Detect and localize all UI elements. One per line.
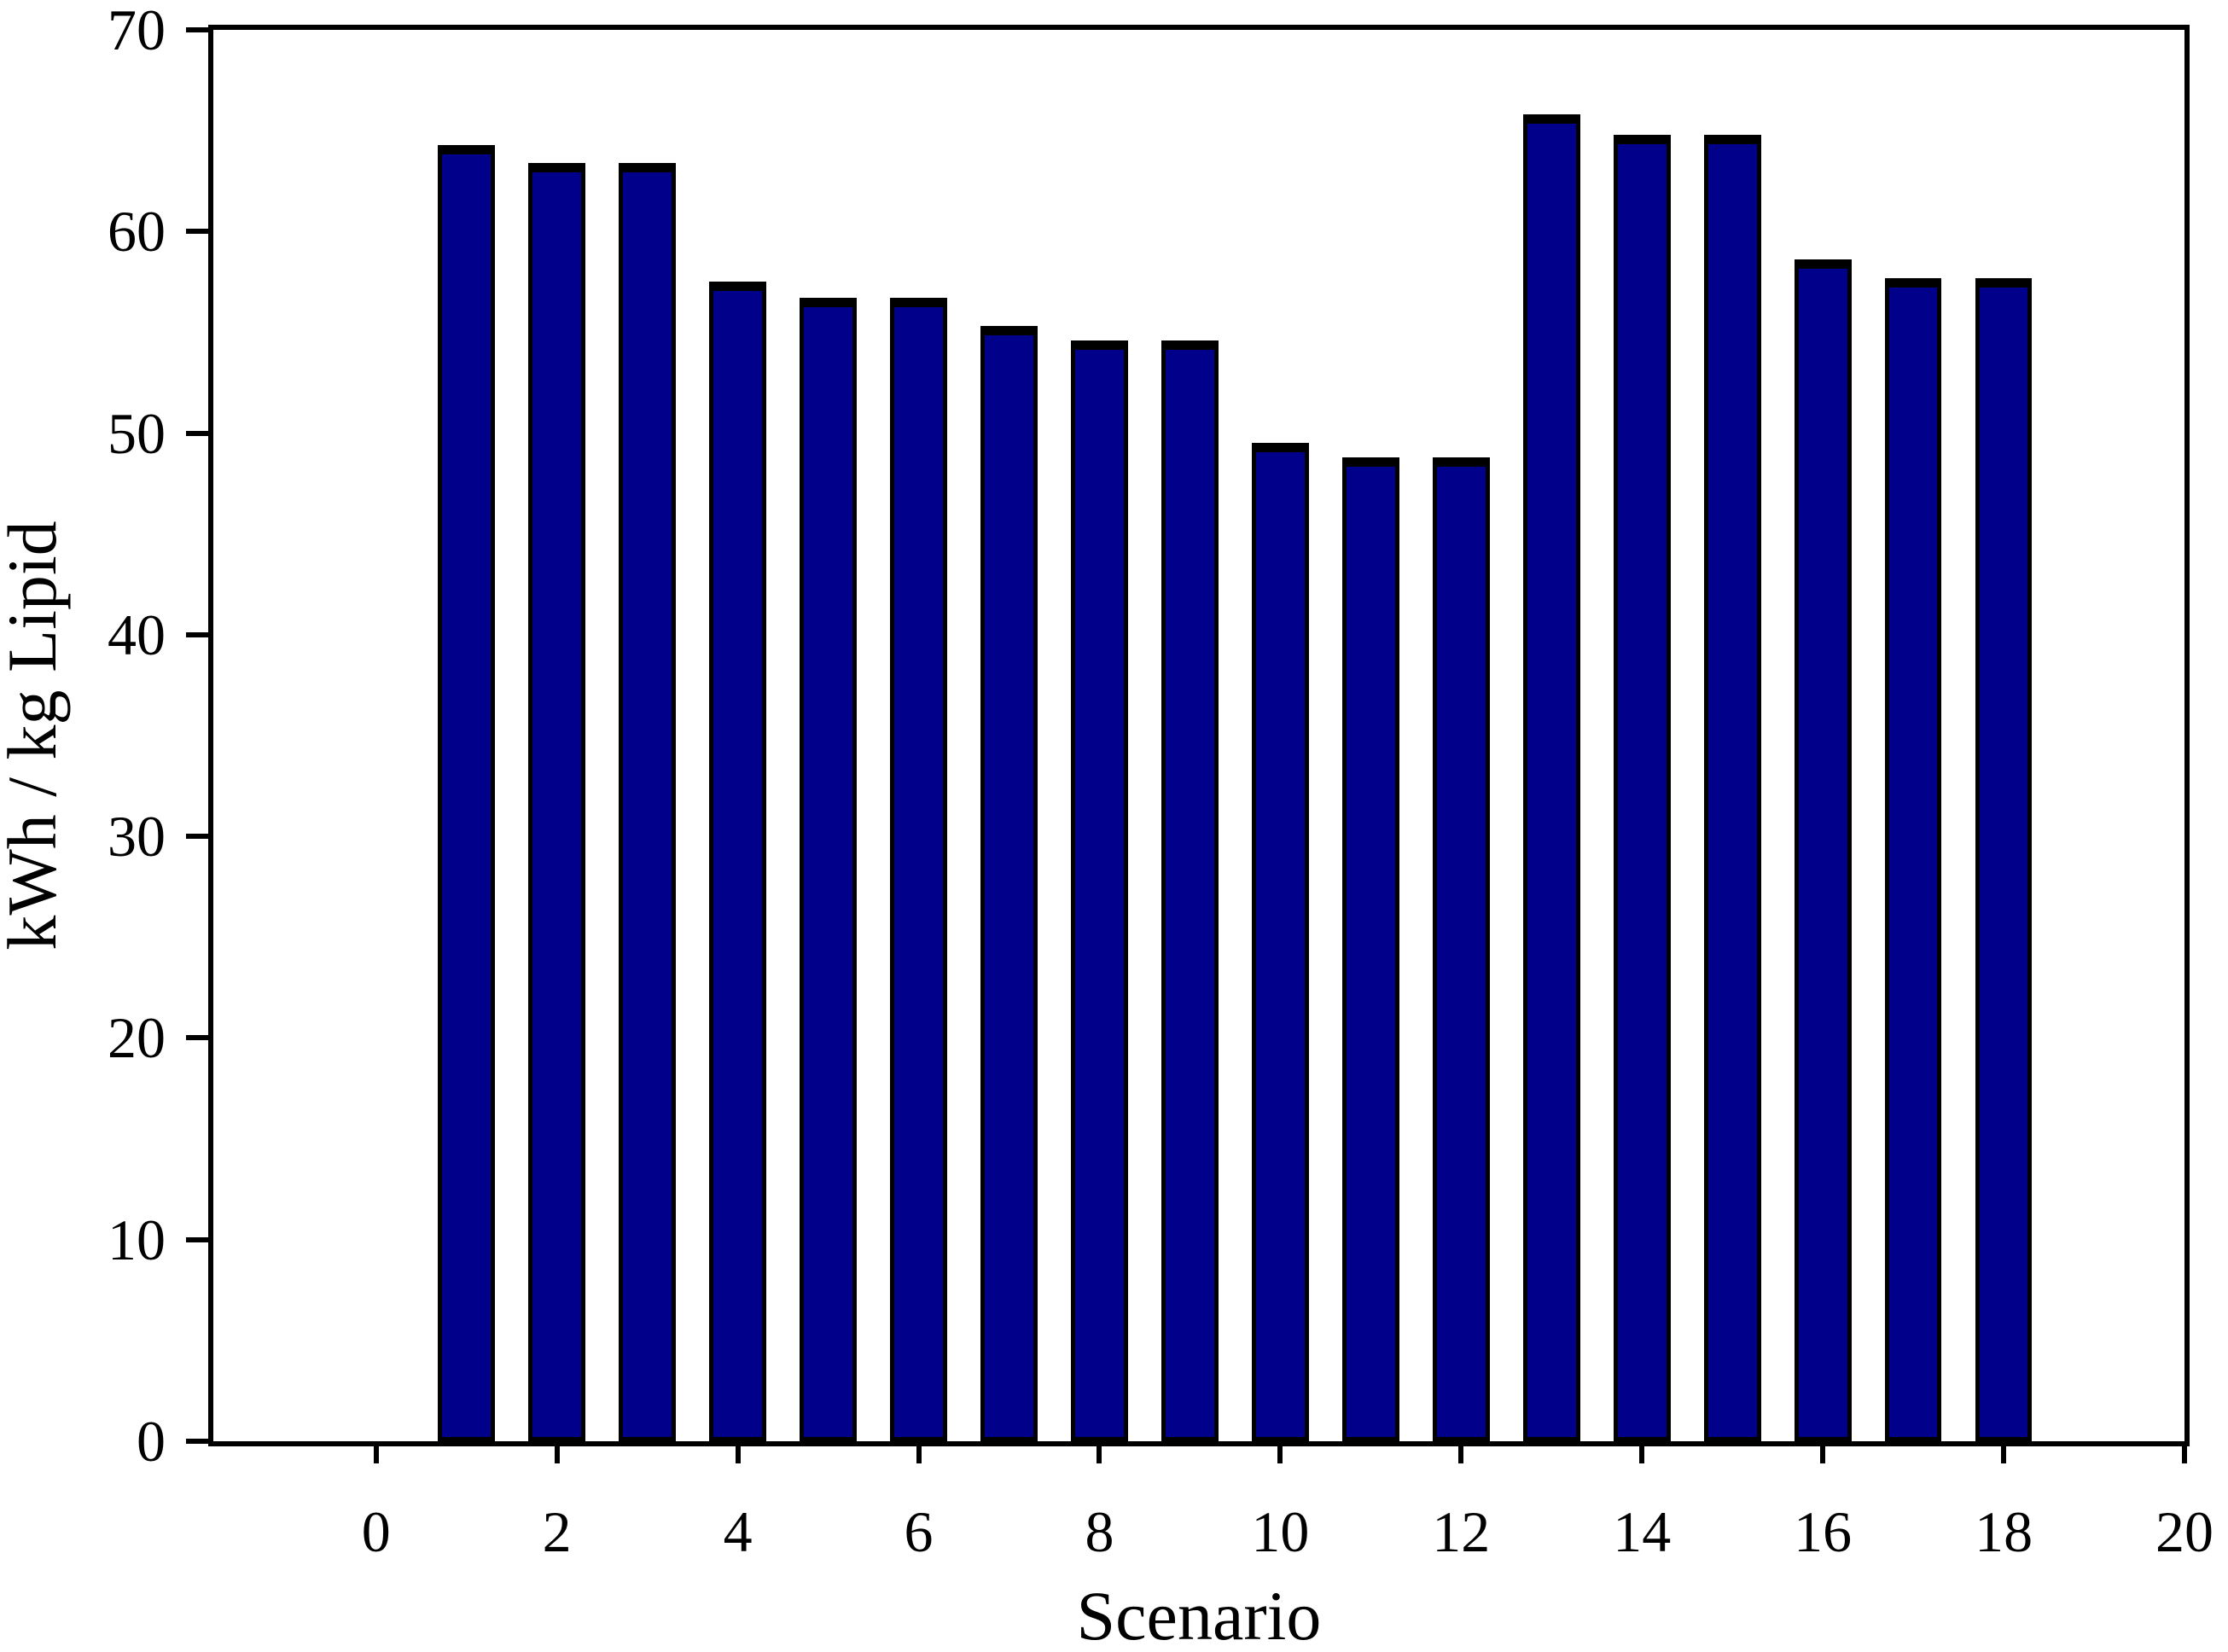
x-axis-tick-label-16: 16	[1794, 1499, 1853, 1564]
y-axis-tick-70	[186, 27, 213, 32]
bar-scenario-12	[1432, 457, 1490, 1441]
x-axis-tick-label-12: 12	[1432, 1499, 1491, 1564]
y-axis-tick-label-20: 20	[108, 1005, 166, 1071]
y-axis-tick-40	[186, 631, 213, 637]
bar-scenario-3	[619, 162, 676, 1441]
x-axis-tick-2	[554, 1441, 560, 1463]
bar-scenario-18	[1975, 277, 2033, 1441]
x-axis-tick-0	[373, 1441, 379, 1463]
bar-scenario-9	[1161, 340, 1219, 1441]
y-axis-tick-label-70: 70	[108, 0, 166, 62]
x-axis-tick-label-10: 10	[1251, 1499, 1310, 1564]
x-axis-tick-label-18: 18	[1975, 1499, 2033, 1564]
bar-scenario-7	[980, 326, 1038, 1441]
plot-area: 0 2 4 6 8 10 12 14 16 18 20 0 10 20 30 40 50 60 70 Scenar…	[108, 1, 2213, 1651]
x-axis-tick-20	[2182, 1441, 2187, 1463]
bar-scenario-16	[1794, 259, 1852, 1441]
y-axis-title: kWh / kg Lipid	[0, 521, 71, 951]
bar-scenario-5	[800, 298, 857, 1441]
x-axis-tick-label-0: 0	[361, 1499, 391, 1564]
x-axis-tick-18	[2001, 1441, 2007, 1463]
y-axis-tick-10	[186, 1236, 213, 1242]
bar-scenario-8	[1071, 340, 1128, 1441]
bar-scenario-11	[1341, 457, 1399, 1441]
x-axis-tick-12	[1458, 1441, 1464, 1463]
bar-scenario-6	[890, 298, 947, 1441]
x-axis-tick-label-14: 14	[1613, 1499, 1672, 1564]
bar-scenario-15	[1703, 134, 1761, 1441]
y-axis-tick-0	[186, 1439, 213, 1444]
bar-scenario-2	[528, 162, 586, 1441]
x-axis-tick-label-6: 6	[904, 1499, 934, 1564]
x-axis-tick-label-4: 4	[723, 1499, 753, 1564]
bar-scenario-14	[1613, 134, 1671, 1441]
y-axis-tick-label-0: 0	[137, 1409, 166, 1474]
y-axis-tick-60	[186, 229, 213, 235]
x-axis-tick-14	[1639, 1441, 1645, 1463]
x-axis-title: Scenario	[1076, 1577, 1322, 1652]
y-axis-tick-label-10: 10	[108, 1207, 166, 1272]
y-axis-tick-20	[186, 1035, 213, 1041]
y-axis-tick-30	[186, 834, 213, 840]
x-axis-tick-10	[1277, 1441, 1283, 1463]
bar-scenario-13	[1522, 114, 1580, 1441]
bar-scenario-10	[1251, 443, 1309, 1441]
bar-scenario-17	[1884, 277, 1942, 1441]
x-axis-tick-4	[735, 1441, 741, 1463]
x-axis-tick-label-2: 2	[542, 1499, 572, 1564]
x-axis-tick-label-8: 8	[1085, 1499, 1114, 1564]
x-axis-tick-8	[1097, 1441, 1102, 1463]
y-axis-tick-50	[186, 430, 213, 436]
y-axis-tick-label-30: 30	[108, 804, 166, 870]
y-axis-tick-label-50: 50	[108, 400, 166, 466]
x-axis-tick-16	[1820, 1441, 1826, 1463]
bar-scenario-4	[709, 282, 766, 1441]
bar-scenario-1	[438, 144, 496, 1441]
x-axis-tick-label-20: 20	[2155, 1499, 2213, 1564]
y-axis-tick-label-60: 60	[108, 199, 166, 265]
x-axis-tick-6	[916, 1441, 922, 1463]
y-axis-tick-label-40: 40	[108, 602, 166, 667]
